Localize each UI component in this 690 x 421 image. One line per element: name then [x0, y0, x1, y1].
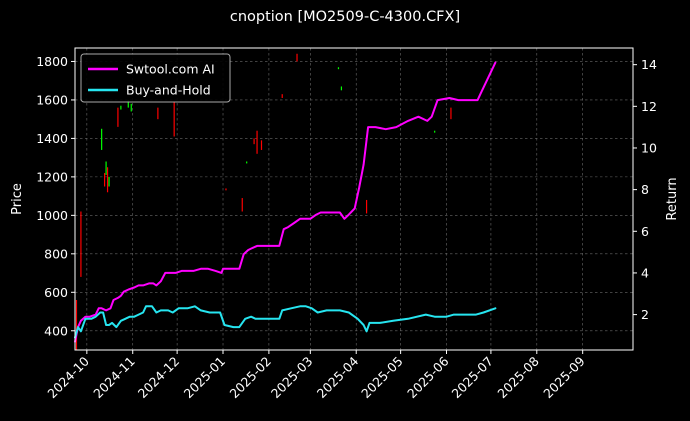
series-line-0 [74, 61, 497, 343]
y-right-tick-label: 4 [641, 265, 649, 280]
y-tick-label: 1000 [36, 208, 68, 223]
y-tick-label: 800 [44, 246, 68, 261]
y-right-tick-label: 6 [641, 224, 649, 239]
legend: Swtool.com AI Buy-and-Hold [80, 53, 231, 103]
legend-box [80, 53, 231, 103]
legend-label: Buy-and-Hold [126, 83, 211, 98]
y-axis-right: 2 4 6 8 10 12 14 [633, 57, 657, 322]
y-right-tick-label: 14 [641, 57, 657, 72]
y-right-tick-label: 8 [641, 182, 649, 197]
y-axis-label: Price [10, 183, 25, 215]
y-axis-left: 400 600 800 1000 1200 1400 1600 1800 [36, 54, 75, 338]
y-tick-label: 1400 [36, 131, 68, 146]
series-line-1 [74, 305, 497, 339]
y-right-tick-label: 10 [641, 140, 657, 155]
price-candles [75, 53, 452, 350]
series-lines [74, 61, 497, 343]
y-axis-right-label: Return [665, 177, 680, 220]
y-tick-label: 400 [44, 323, 68, 338]
y-tick-label: 1800 [36, 54, 68, 69]
legend-label: Swtool.com AI [126, 62, 215, 77]
y-tick-label: 600 [44, 285, 68, 300]
plot-frame [74, 47, 634, 351]
y-tick-label: 1600 [36, 92, 68, 107]
chart-title: cnoption [MO2509-C-4300.CFX] [230, 9, 460, 25]
y-right-tick-label: 12 [641, 99, 657, 114]
y-right-tick-label: 2 [641, 307, 649, 322]
y-tick-label: 1200 [36, 169, 68, 184]
